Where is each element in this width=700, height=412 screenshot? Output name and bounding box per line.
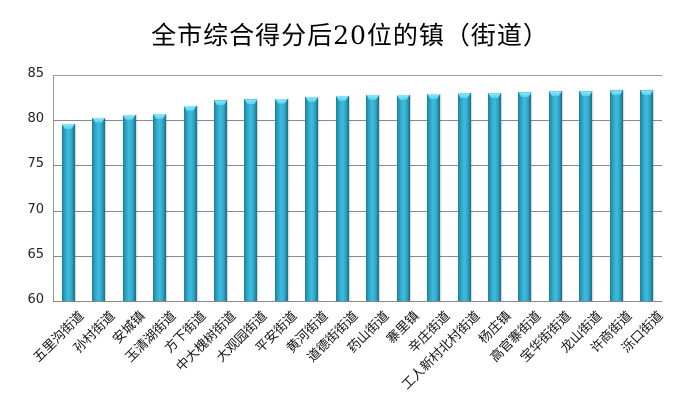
bar [61,123,75,301]
bar [427,93,441,301]
y-tick-label: 65 [27,246,44,262]
y-tick-label: 85 [27,66,44,81]
gridline-80 [53,120,662,122]
bar [548,91,562,301]
bar-cap [366,94,380,100]
bar-cap [396,94,410,100]
bar-cap [92,117,106,123]
bar [335,95,349,301]
y-tick-label: 75 [27,156,44,172]
bar [609,90,623,301]
bar-cap [579,91,593,97]
bar-cap [640,90,654,96]
bar [183,105,197,301]
bar-cap [518,92,532,98]
bar [244,99,258,301]
bar [518,92,532,301]
bar [122,114,136,301]
bar [396,94,410,301]
bar-cap [244,99,258,105]
bar [640,90,654,301]
bar [305,96,319,301]
bar [366,94,380,301]
gridline-65 [53,255,662,257]
bar-cap [427,93,441,99]
gridline-75 [53,165,662,167]
plot-frame-top [53,75,662,76]
chart-title: 全市综合得分后20位的镇（街道） [151,21,549,50]
bar [92,117,106,301]
bar-cap [61,123,75,129]
bar [153,113,167,301]
bar-cap [122,114,136,120]
bar-cap [213,100,227,106]
bar-cap [335,95,349,101]
bar [213,100,227,301]
bar [579,91,593,301]
bar [274,98,288,301]
y-tick-label: 80 [27,111,44,127]
bar-cap [488,93,502,99]
bar-cap [305,96,319,102]
plot-frame-left [53,75,54,301]
bar-cap [457,93,471,99]
plot-area [53,75,662,302]
bar-cap [183,105,197,111]
gridline-60 [53,301,662,302]
bar-cap [548,91,562,97]
gridline-70 [53,210,662,212]
y-tick-label: 70 [27,201,44,217]
bar [488,93,502,301]
bar-cap [609,90,623,96]
y-tick-label: 60 [27,292,44,307]
bar-cap [274,98,288,104]
bar [457,93,471,301]
bar-cap [153,113,167,119]
